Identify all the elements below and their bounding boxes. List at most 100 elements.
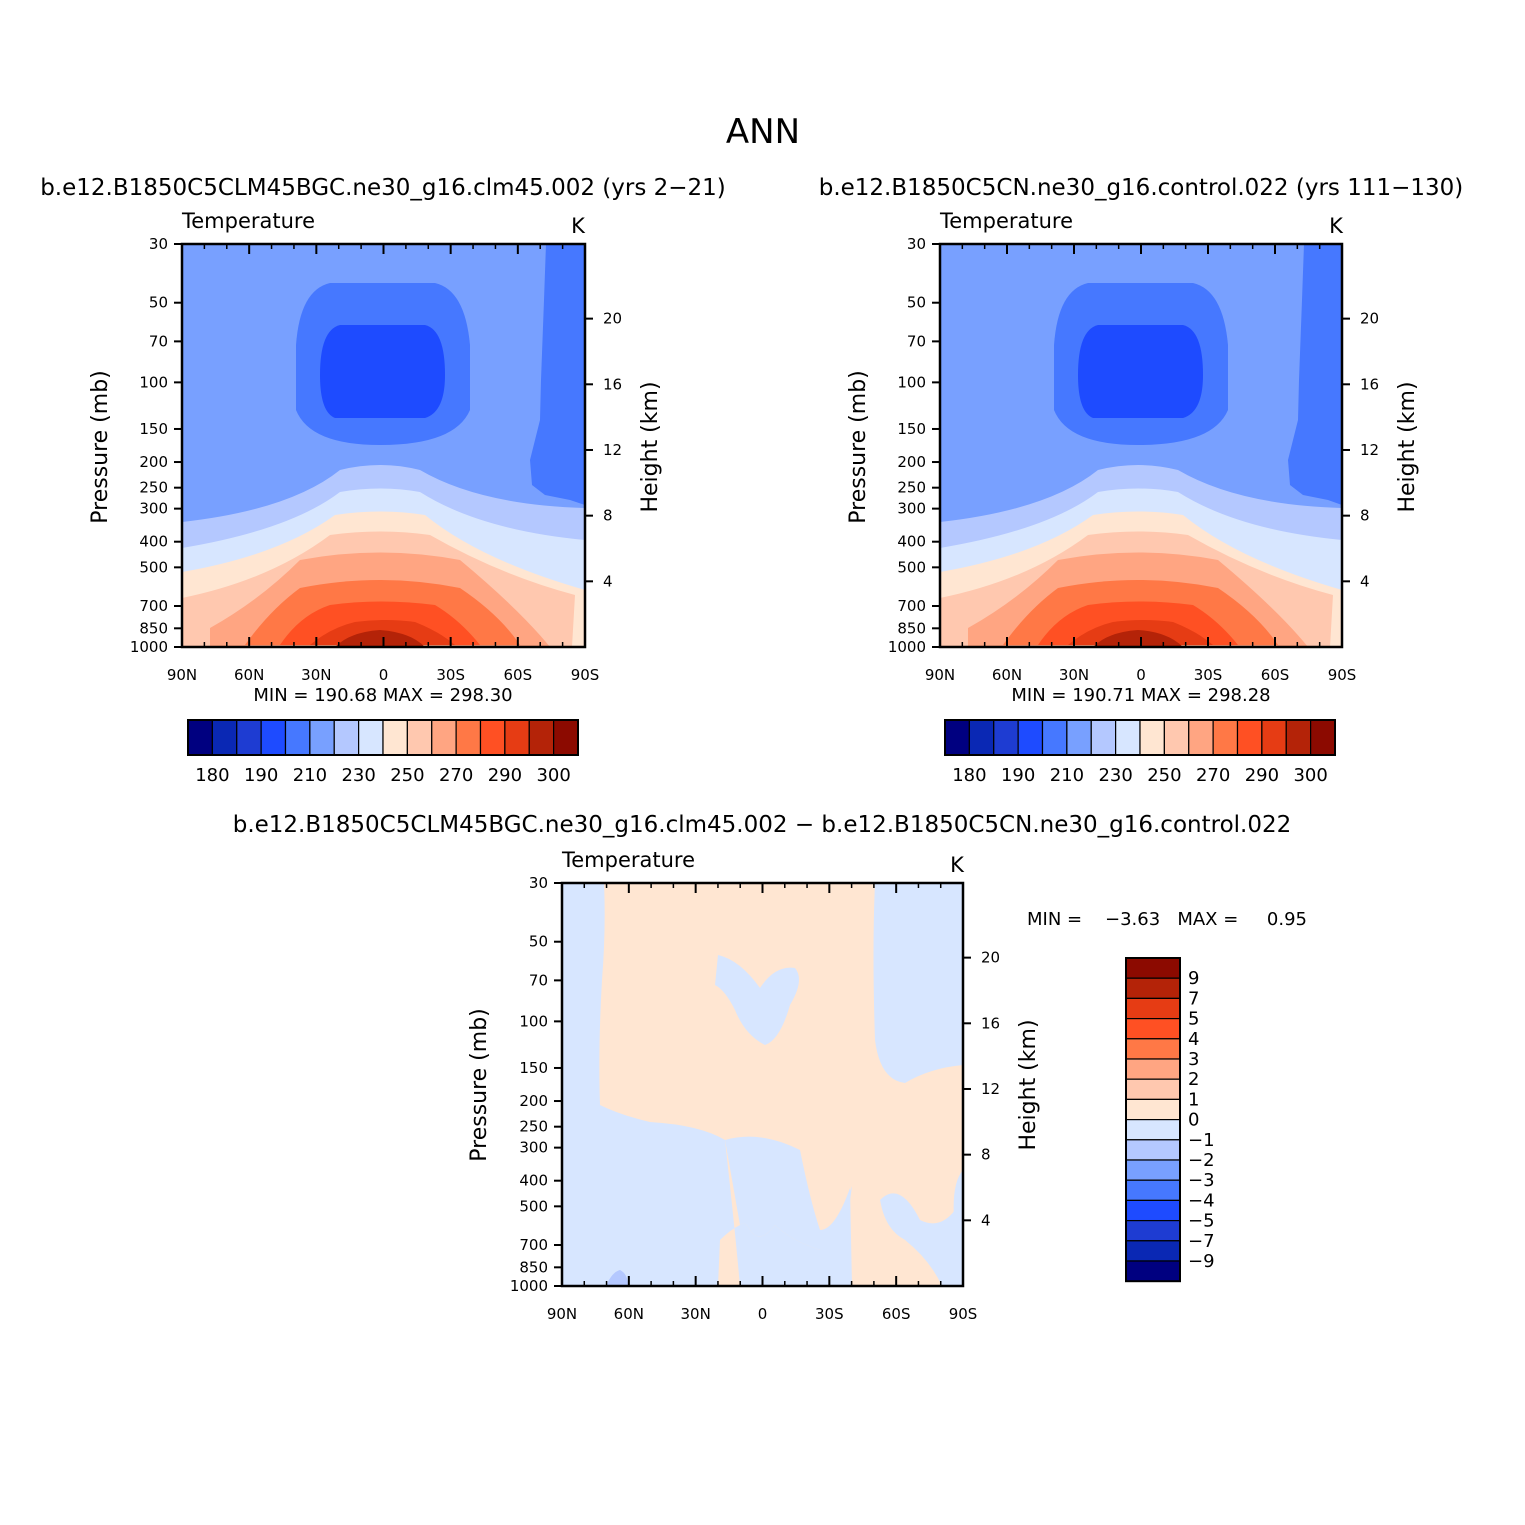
y-tick-label: 500 xyxy=(519,1197,548,1215)
y-tick-label: 50 xyxy=(907,294,926,312)
y-tick-label: 250 xyxy=(519,1118,548,1136)
colorbar-box xyxy=(1066,719,1092,756)
y-tick-label: 1000 xyxy=(130,638,168,656)
y-tick-label: 100 xyxy=(519,1012,548,1030)
y2-tick-label: 12 xyxy=(1360,441,1379,459)
colorbar-box xyxy=(1041,719,1068,756)
colorbar-label: 190 xyxy=(1001,765,1035,786)
panel1-units-label: K xyxy=(571,214,586,238)
x-tick-label: 60S xyxy=(1261,666,1290,684)
colorbar-box xyxy=(1125,1219,1181,1242)
colorbar-box xyxy=(382,719,408,756)
colorbar-box xyxy=(333,719,360,756)
y2-tick-label: 12 xyxy=(603,441,622,459)
colorbar-box xyxy=(1139,719,1165,756)
colorbar-label: 270 xyxy=(439,765,473,786)
colorbar-box xyxy=(1125,957,1181,979)
colorbar-label: 180 xyxy=(195,765,229,786)
colorbar-box xyxy=(431,719,457,756)
y-tick-label: 400 xyxy=(519,1172,548,1190)
colorbar-box xyxy=(528,719,555,756)
panel3-axes: 90N 60N 30N 0 30S 60S 90S 30 50 70 100 150 200 250 300… xyxy=(510,874,1000,1323)
colorbar-label: 210 xyxy=(1050,765,1084,786)
colorbar-label: 290 xyxy=(1245,765,1279,786)
panel1-fill-300 xyxy=(335,630,425,647)
colorbar-box xyxy=(553,719,579,756)
x-tick-label: 60N xyxy=(234,666,264,684)
colorbar-box xyxy=(1125,1139,1181,1161)
panel1-field-label: Temperature xyxy=(181,209,315,233)
colorbar-box xyxy=(1163,719,1190,756)
panel1-y2label: Height (km) xyxy=(638,381,663,512)
colorbar-box xyxy=(406,719,433,756)
colorbar-box xyxy=(1125,997,1181,1020)
y-tick-label: 400 xyxy=(139,533,168,551)
y2-tick-label: 8 xyxy=(981,1146,991,1164)
x-tick-label: 0 xyxy=(758,1305,768,1323)
x-tick-label: 90N xyxy=(547,1305,577,1323)
colorbar-box xyxy=(1125,1118,1181,1141)
y-tick-label: 70 xyxy=(149,332,168,350)
y-tick-label: 500 xyxy=(897,558,926,576)
panel1-fill-190-core xyxy=(320,325,445,418)
colorbar-label: 230 xyxy=(341,765,375,786)
panel3-plot: Temperature K 90N 60N 30N 0 30S 60S 90S3050701… xyxy=(467,848,1307,1323)
colorbar-label: −1 xyxy=(1188,1130,1215,1151)
x-tick-label: 90S xyxy=(1328,666,1357,684)
y-tick-label: 400 xyxy=(897,533,926,551)
y2-tick-label: 16 xyxy=(1360,375,1379,393)
colorbar-label: 300 xyxy=(1293,765,1327,786)
colorbar-label: 7 xyxy=(1188,988,1199,1009)
panel3-y2label: Height (km) xyxy=(1016,1019,1041,1150)
y2-tick-label: 8 xyxy=(1360,507,1370,525)
colorbar-box xyxy=(1125,1240,1181,1262)
colorbar-label: 3 xyxy=(1188,1049,1199,1070)
panel1-ylabel: Pressure (mb) xyxy=(88,370,113,524)
panel2-stats: MIN = 190.71 MAX = 298.28 xyxy=(1011,685,1270,706)
y-tick-label: 150 xyxy=(519,1059,548,1077)
panel2-fill-190-core xyxy=(1078,325,1203,418)
diff-title: b.e12.B1850C5CLM45BGC.ne30_g16.clm45.002… xyxy=(233,812,1292,838)
colorbar-label: 2 xyxy=(1188,1069,1199,1090)
colorbar-box xyxy=(1125,1038,1181,1060)
x-tick-label: 60N xyxy=(992,666,1022,684)
panel1-axes: 90N 60N 30N 0 30S 60S 90S 30 50 70 100 150 200 250 300… xyxy=(130,235,622,684)
x-tick-label: 30N xyxy=(681,1305,711,1323)
colorbar-label: 1 xyxy=(1188,1089,1199,1110)
colorbar-frame xyxy=(1125,957,1181,1283)
y-tick-label: 850 xyxy=(897,619,926,637)
colorbar-box xyxy=(479,719,506,756)
panel1-contour-field xyxy=(182,244,585,647)
colorbar-box xyxy=(309,719,335,756)
y-tick-label: 50 xyxy=(149,294,168,312)
panel2-case-title: b.e12.B1850C5CN.ne30_g16.control.022 (yr… xyxy=(819,175,1464,201)
panel2-field-label: Temperature xyxy=(939,209,1073,233)
colorbar-box xyxy=(284,719,311,756)
colorbar-label: −3 xyxy=(1188,1170,1215,1191)
colorbar-box xyxy=(1090,719,1117,756)
y2-tick-label: 12 xyxy=(981,1080,1000,1098)
colorbar-box xyxy=(1285,719,1312,756)
colorbar-label: 4 xyxy=(1188,1029,1199,1050)
colorbar-box xyxy=(187,719,213,756)
colorbar-label: 210 xyxy=(293,765,327,786)
colorbar-label: 9 xyxy=(1188,968,1199,989)
colorbar-label: −2 xyxy=(1188,1150,1215,1171)
x-tick-label: 90S xyxy=(571,666,600,684)
colorbar-box xyxy=(455,719,482,756)
colorbar-label: 230 xyxy=(1098,765,1132,786)
colorbar-box xyxy=(1125,1058,1181,1080)
y-tick-label: 700 xyxy=(897,597,926,615)
y2-tick-label: 20 xyxy=(1360,310,1379,328)
colorbar-label: −4 xyxy=(1188,1190,1215,1211)
y-tick-label: 300 xyxy=(519,1139,548,1157)
colorbar-box xyxy=(358,719,384,756)
y-tick-label: 200 xyxy=(519,1092,548,1110)
panel2-ylabel: Pressure (mb) xyxy=(846,370,871,524)
x-tick-label: 30S xyxy=(436,666,465,684)
colorbar-box xyxy=(236,719,262,756)
x-tick-label: 90N xyxy=(167,666,197,684)
y2-tick-label: 4 xyxy=(603,572,613,590)
colorbar-label: 290 xyxy=(488,765,522,786)
